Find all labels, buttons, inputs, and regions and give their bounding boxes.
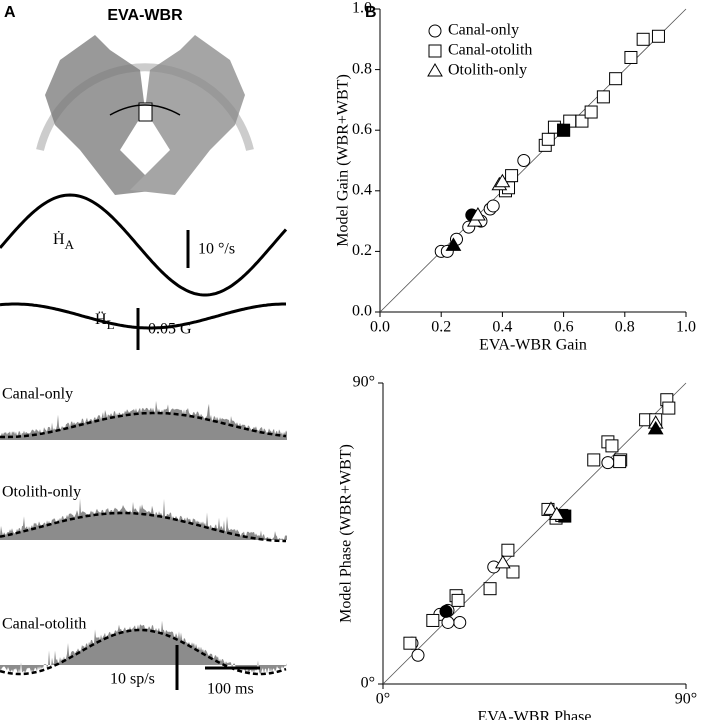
y-tick-label: 0.8 [352,60,372,77]
trace-label: Canal-otolith [2,616,86,633]
scale-label: 10 °/s [198,241,235,258]
point [428,24,442,38]
point [636,32,650,46]
point [451,593,465,607]
point [486,199,500,213]
y-tick-label: 1.0 [352,0,372,17]
y-axis-label: Model Gain (WBR+WBT) [335,74,352,247]
point [609,72,623,86]
point [662,401,676,415]
point [453,615,467,629]
point [624,50,638,64]
y-tick-label: 0.4 [352,181,372,198]
acceleration-symbol: Ḧ [95,310,107,328]
firing-rate [0,400,287,440]
trace-label: Otolith-only [2,484,81,501]
identity-line [379,8,687,313]
point [470,207,486,221]
scale-label: 10 sp/s [110,671,155,688]
point [647,420,664,435]
point [428,44,442,58]
acceleration-subscript: L [107,317,115,332]
point [494,554,511,569]
point [427,63,443,77]
illustration [36,35,254,195]
y-tick-label: 0.0 [352,303,372,320]
x-tick-label: 0.8 [615,319,635,336]
x-axis-label: EVA-WBR Gain [479,337,587,354]
point [426,613,440,627]
x-tick-label: 0° [376,691,390,708]
x-tick-label: 90° [675,691,697,708]
point [541,132,555,146]
acceleration-trace [0,302,286,330]
x-tick-label: 0.0 [370,319,390,336]
fit-curve [0,511,286,543]
point [501,543,515,557]
y-tick-label: 0° [361,675,375,692]
x-axis-label: EVA-WBR Phase [478,709,592,720]
velocity-label: ḢA [53,230,75,252]
legend-label: Otolith-only [448,62,527,79]
acceleration-label: ḦL [95,310,115,332]
point [605,439,619,453]
panel-label: B [365,4,377,21]
point [548,506,565,520]
scale-label: 0.05 G [148,321,192,338]
legend-label: Canal-only [448,22,519,39]
firing-rate [0,498,287,541]
point [411,648,425,662]
y-axis-label: Model Phase (WBR+WBT) [338,444,355,623]
x-tick-label: 0.2 [431,319,451,336]
point [584,105,598,119]
point [441,615,455,629]
point [601,456,615,470]
x-tick-label: 1.0 [676,319,696,336]
point [587,453,601,467]
identity-line [382,382,687,685]
x-tick-label: 0.6 [554,319,574,336]
point [403,636,417,650]
scale-label: 100 ms [207,681,254,698]
point [439,604,453,618]
panel-label: A [4,4,16,21]
point [445,237,462,251]
y-tick-label: 90° [353,374,375,391]
point [494,173,511,188]
point [517,154,531,167]
velocity-symbol: Ḣ [53,230,65,248]
point [596,90,610,104]
point [651,29,665,43]
neural-traces: Canal-only Otolith-only Canal-otolith [0,386,287,676]
point [613,455,627,469]
point [506,565,520,579]
legend-label: Canal-otolith [448,42,532,59]
velocity-subscript: A [65,237,75,252]
point [505,169,519,183]
x-tick-label: 0.4 [492,319,512,336]
point [483,582,497,596]
velocity-trace [0,193,288,297]
y-tick-label: 0.6 [352,121,372,138]
fit-curve [0,411,287,439]
fit-curve [0,628,287,676]
point [557,123,571,137]
firing-rate [0,620,287,674]
panel-title: EVA-WBR [107,7,183,24]
trace-label: Canal-only [2,386,73,403]
y-tick-label: 0.2 [352,242,372,259]
